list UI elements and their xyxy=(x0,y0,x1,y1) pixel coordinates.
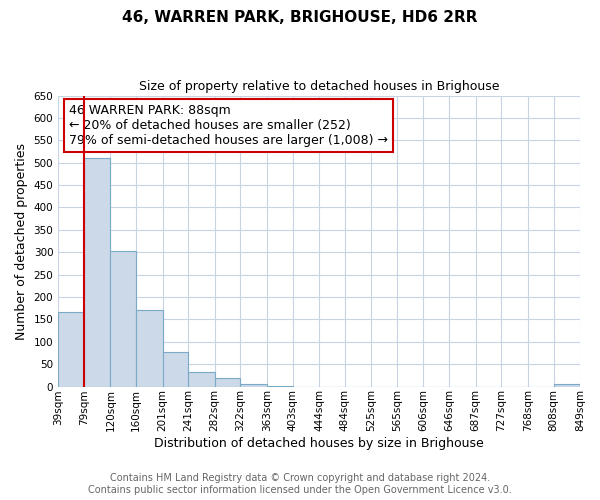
Bar xyxy=(241,384,267,386)
Title: Size of property relative to detached houses in Brighouse: Size of property relative to detached ho… xyxy=(139,80,499,93)
Bar xyxy=(58,312,84,386)
Bar xyxy=(84,158,110,386)
Bar xyxy=(215,378,241,386)
Text: Contains HM Land Registry data © Crown copyright and database right 2024.
Contai: Contains HM Land Registry data © Crown c… xyxy=(88,474,512,495)
Bar xyxy=(163,352,188,386)
Bar xyxy=(554,384,580,386)
Bar xyxy=(136,310,163,386)
Y-axis label: Number of detached properties: Number of detached properties xyxy=(15,142,28,340)
Text: 46, WARREN PARK, BRIGHOUSE, HD6 2RR: 46, WARREN PARK, BRIGHOUSE, HD6 2RR xyxy=(122,10,478,25)
Text: 46 WARREN PARK: 88sqm
← 20% of detached houses are smaller (252)
79% of semi-det: 46 WARREN PARK: 88sqm ← 20% of detached … xyxy=(68,104,388,148)
Bar xyxy=(110,252,136,386)
Bar xyxy=(188,372,215,386)
X-axis label: Distribution of detached houses by size in Brighouse: Distribution of detached houses by size … xyxy=(154,437,484,450)
